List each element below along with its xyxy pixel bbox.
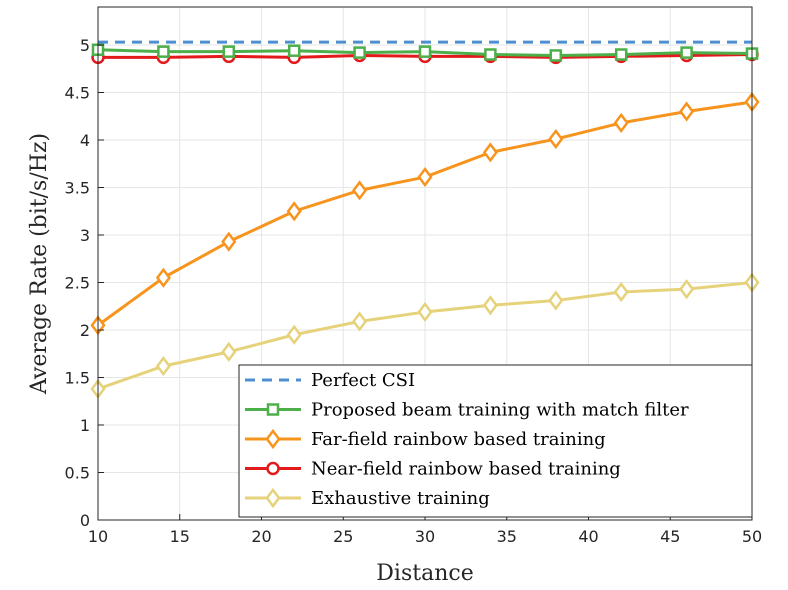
data-point (157, 45, 170, 58)
data-point (613, 112, 629, 133)
legend-item: Exhaustive training (245, 487, 490, 509)
data-point (287, 44, 301, 57)
data-point (353, 46, 366, 59)
data-point (484, 48, 497, 61)
data-point (679, 101, 695, 122)
x-tick-label: 30 (415, 527, 435, 546)
data-point (614, 48, 628, 61)
y-tick-label: 1 (80, 416, 90, 435)
data-point (482, 295, 498, 316)
series-far-field-rainbow-based-training (90, 91, 760, 336)
data-point (155, 356, 171, 377)
y-tick-label: 3.5 (65, 179, 90, 198)
legend-box (238, 364, 753, 518)
x-tick-label: 25 (333, 527, 353, 546)
data-point (548, 290, 564, 311)
x-axis-title: Distance (376, 561, 473, 586)
legend-label: Near-field rainbow based training (311, 459, 621, 480)
y-tick-label: 1.5 (65, 369, 90, 388)
data-point (222, 45, 236, 58)
data-point (286, 201, 302, 222)
y-tick-label: 4 (80, 131, 90, 150)
legend-swatch-marker (266, 461, 280, 476)
data-point (221, 231, 237, 252)
legend-item: Perfect CSI (245, 370, 415, 391)
axis-ticks: 10 15 20 25 30 35 40 45 50 0 0.5 1 1.5 2 2.5 3 3.5 4 4.5 5 (65, 36, 763, 546)
data-point (221, 341, 237, 362)
y-tick-label: 5 (80, 36, 90, 55)
y-tick-label: 2.5 (65, 274, 90, 293)
data-point (482, 142, 498, 163)
data-point (155, 267, 171, 288)
legend-label: Proposed beam training with match filter (311, 400, 689, 421)
legend-item: Near-field rainbow based training (245, 459, 621, 480)
x-tick-label: 45 (660, 527, 680, 546)
data-point (680, 46, 693, 59)
y-tick-label: 2 (80, 321, 90, 340)
series-layer (90, 40, 760, 399)
legend-label: Exhaustive training (311, 488, 490, 509)
series-exhaustive-training (90, 272, 760, 399)
x-tick-label: 15 (170, 527, 190, 546)
legend-item: Far-field rainbow based training (245, 428, 606, 450)
legend-item: Proposed beam training with match filter (245, 400, 689, 421)
x-tick-label: 40 (578, 527, 598, 546)
data-point (352, 311, 368, 332)
y-tick-label: 0.5 (65, 464, 90, 483)
data-point (417, 301, 433, 323)
data-point (613, 281, 629, 303)
y-tick-label: 3 (80, 226, 90, 245)
y-tick-label: 4.5 (65, 84, 90, 103)
data-point (352, 180, 368, 201)
y-axis-title: Average Rate (bit/s/Hz) (27, 133, 52, 395)
legend-swatch-marker (265, 487, 281, 509)
data-point (548, 128, 564, 150)
data-point (417, 166, 433, 188)
legend-swatch-marker (266, 403, 280, 416)
y-tick-label: 0 (80, 511, 90, 530)
legend-swatch-marker (265, 428, 281, 450)
data-point (286, 324, 302, 345)
data-point (418, 45, 432, 58)
x-tick-label: 35 (497, 527, 517, 546)
x-tick-label: 20 (251, 527, 271, 546)
x-tick-label: 50 (742, 527, 762, 546)
legend-label: Perfect CSI (311, 370, 415, 391)
data-point (679, 279, 695, 300)
series-proposed-beam-training-with-match-filter (91, 43, 759, 62)
legend-label: Far-field rainbow based training (311, 429, 606, 450)
data-point (549, 49, 563, 62)
legend: Perfect CSI Proposed beam training with m… (238, 364, 753, 518)
x-tick-label: 10 (88, 527, 108, 546)
